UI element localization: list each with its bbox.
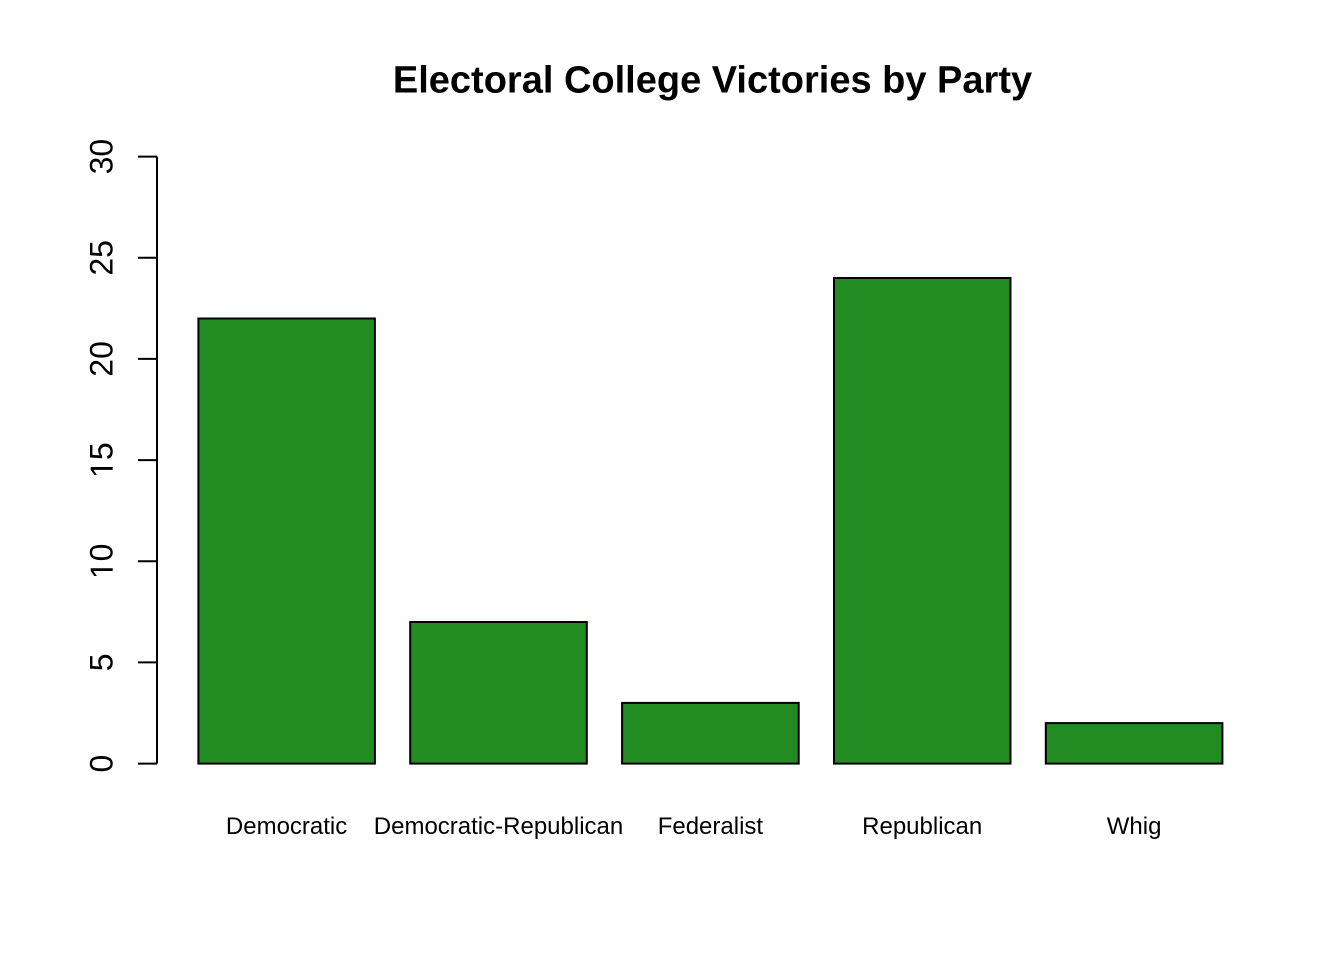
svg-text:Federalist: Federalist	[658, 813, 764, 840]
svg-text:5: 5	[84, 442, 120, 460]
svg-text:5: 5	[84, 654, 120, 672]
svg-text:0: 0	[84, 544, 120, 562]
svg-text:20: 20	[84, 341, 120, 377]
svg-text:Republican: Republican	[862, 813, 982, 840]
svg-text:Whig: Whig	[1107, 813, 1162, 840]
svg-text:30: 30	[84, 139, 120, 175]
svg-text:0: 0	[84, 755, 120, 773]
svg-text:25: 25	[84, 240, 120, 276]
svg-text:Democratic: Democratic	[226, 813, 347, 840]
svg-text:Electoral College Victories by: Electoral College Victories by Party	[393, 60, 1032, 102]
svg-text:Democratic-Republican: Democratic-Republican	[374, 813, 623, 840]
